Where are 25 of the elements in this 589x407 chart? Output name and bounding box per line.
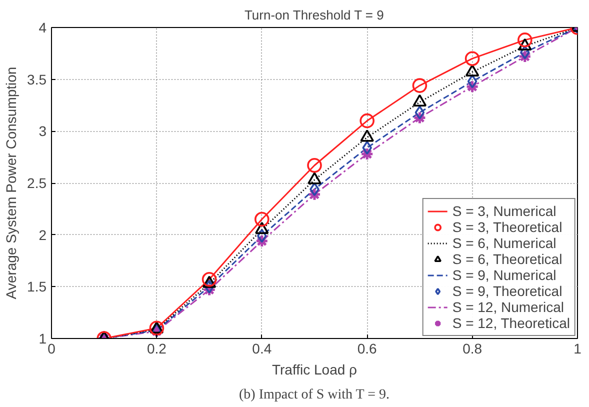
x-tick-label: 1	[574, 340, 582, 356]
legend-label: S = 9, Theoretical	[452, 283, 562, 299]
y-tick-label: 1.5	[27, 278, 47, 295]
y-tick-label: 1	[38, 330, 47, 346]
legend-label: S = 12, Theoretical	[452, 315, 570, 331]
y-tick-label: 2	[38, 226, 47, 243]
legend-label: S = 9, Numerical	[452, 267, 556, 283]
chart-title: Turn-on Threshold T = 9	[244, 8, 384, 22]
y-axis-title: Average System Power Consumption	[3, 66, 20, 300]
x-tick-label: 0.2	[146, 340, 167, 356]
x-tick-label: 0.4	[252, 340, 272, 356]
text: (b) Impact of S with T = 9.	[239, 388, 390, 402]
legend-label: S = 12, Numerical	[452, 299, 564, 315]
x-tick-label: 0	[48, 340, 56, 356]
y-tick-label: 2.5	[27, 175, 47, 191]
y-tick-label: 4	[38, 20, 47, 36]
legend-label: S = 3, Theoretical	[452, 219, 562, 235]
y-tick-label: 3.5	[27, 71, 47, 88]
x-tick-label: 0.6	[357, 340, 378, 356]
y-tick-label: 3	[38, 123, 47, 140]
legend-label: S = 3, Numerical	[452, 203, 556, 219]
legend-label: S = 6, Numerical	[452, 235, 556, 251]
x-axis-title: Traffic Load ρ	[272, 362, 358, 378]
x-tick-label: 0.8	[462, 340, 482, 356]
legend-label: S = 6, Theoretical	[452, 251, 562, 267]
